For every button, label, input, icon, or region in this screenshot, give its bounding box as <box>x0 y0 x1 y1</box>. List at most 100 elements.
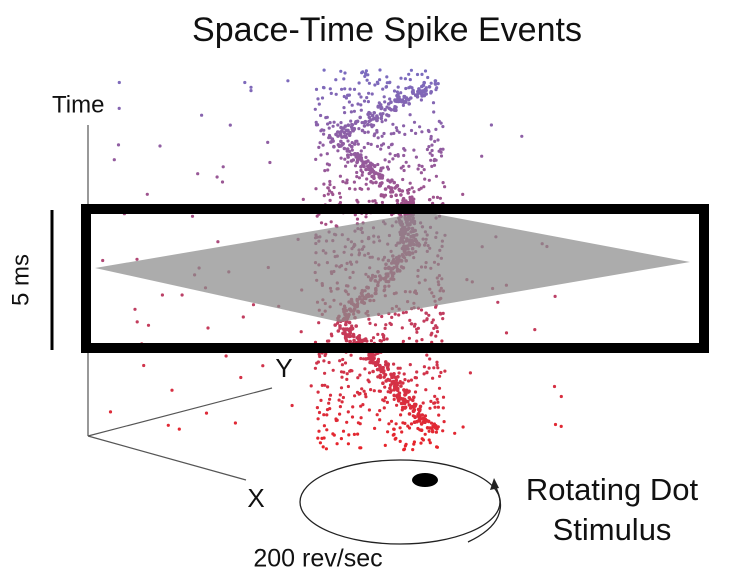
spike-dot <box>559 424 563 428</box>
spike-dot <box>380 314 384 319</box>
spike-dot <box>373 361 377 365</box>
spike-dot <box>403 77 407 81</box>
spike-dot <box>336 149 340 153</box>
spike-dot <box>380 120 384 124</box>
spike-dot <box>379 369 384 374</box>
x-axis-label: X <box>247 483 264 513</box>
spike-dot <box>380 181 384 185</box>
spike-dot <box>249 89 253 93</box>
spike-dot <box>345 327 350 331</box>
y-axis <box>87 387 273 437</box>
spike-dot <box>356 376 360 380</box>
spike-dot <box>368 360 372 365</box>
spike-dot <box>268 160 272 165</box>
spike-dot <box>366 141 370 146</box>
spike-dot <box>441 125 445 129</box>
spike-dot <box>369 123 374 127</box>
spike-dot <box>317 410 322 415</box>
spike-dot <box>347 334 352 339</box>
spike-dot <box>334 417 338 421</box>
spike-dot <box>442 420 446 424</box>
time-plane <box>95 212 690 322</box>
spike-dot <box>369 179 373 184</box>
spike-dot <box>315 406 319 410</box>
spike-dot <box>364 182 368 186</box>
spike-dot <box>389 194 394 199</box>
spike-dot <box>341 180 345 184</box>
spike-dot <box>419 308 424 312</box>
spike-dot <box>391 433 395 437</box>
spike-dot <box>422 365 426 369</box>
spike-dot <box>435 363 439 367</box>
spike-dot <box>316 417 320 421</box>
spike-dot <box>422 185 426 189</box>
spike-dot <box>429 421 434 425</box>
spike-dot <box>394 105 398 110</box>
spike-dot <box>372 111 377 115</box>
spike-dot <box>383 326 387 330</box>
spike-dot <box>321 445 325 449</box>
spike-dot <box>437 386 442 390</box>
rotation-arrowhead <box>490 478 499 490</box>
spike-dot <box>396 99 401 104</box>
spike-dot <box>344 322 348 327</box>
spike-dot <box>364 161 368 165</box>
spike-dot <box>432 326 436 330</box>
spike-dot <box>392 362 396 366</box>
spike-dot <box>435 360 439 364</box>
spike-dot <box>349 125 354 129</box>
spike-dot <box>340 87 344 91</box>
x-axis <box>87 435 247 481</box>
spike-dot <box>346 93 350 97</box>
spike-dot <box>361 403 365 407</box>
spike-dot <box>423 432 427 436</box>
spike-dot <box>364 215 368 219</box>
spike-dot <box>365 78 369 82</box>
spike-dot <box>354 120 358 124</box>
spike-dot <box>427 178 431 182</box>
spike-dot <box>350 141 354 145</box>
spike-dot <box>342 134 347 139</box>
spike-dot <box>424 92 429 96</box>
spike-dot <box>428 426 432 430</box>
spike-dot <box>345 377 349 381</box>
spike-dot <box>358 446 362 450</box>
spike-dot <box>424 388 428 392</box>
spike-dot <box>379 105 384 110</box>
spike-dot <box>390 373 394 377</box>
spike-dot <box>334 224 338 228</box>
spike-dot <box>386 113 391 118</box>
spike-dot <box>266 140 270 144</box>
spike-dot <box>350 415 355 419</box>
spike-dot <box>335 442 339 446</box>
spike-dot <box>338 195 343 199</box>
spike-dot <box>338 405 342 409</box>
spike-dot <box>379 173 384 178</box>
spike-dot <box>354 324 359 328</box>
spike-dot <box>369 388 373 392</box>
spike-dot <box>402 153 406 158</box>
spike-dot <box>355 160 359 165</box>
spike-dot <box>352 87 357 91</box>
spike-dot <box>216 240 220 244</box>
spike-dot <box>364 69 368 73</box>
spike-dot <box>382 406 386 410</box>
spike-dot <box>369 339 373 343</box>
spike-dot <box>407 426 412 430</box>
spike-dot <box>385 165 390 169</box>
spike-dot <box>434 158 438 162</box>
spike-dot <box>381 142 386 146</box>
spike-dot <box>286 79 290 83</box>
spike-dot <box>421 416 426 421</box>
spike-dot <box>381 398 385 402</box>
spike-dot <box>412 120 417 124</box>
spike-dot <box>434 127 438 131</box>
spike-dot <box>381 87 385 91</box>
spike-dot <box>317 429 321 433</box>
spike-dot <box>366 122 370 127</box>
spike-dot <box>400 326 404 330</box>
spike-dot <box>325 339 330 343</box>
spike-dot <box>344 338 349 343</box>
spike-dot <box>416 167 420 171</box>
spike-dot <box>338 326 342 330</box>
